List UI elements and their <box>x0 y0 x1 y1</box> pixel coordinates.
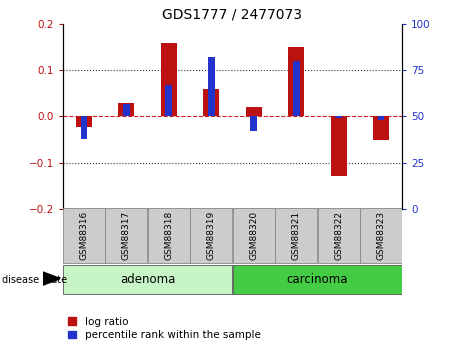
Text: carcinoma: carcinoma <box>286 273 348 286</box>
Bar <box>232 208 275 263</box>
Text: adenoma: adenoma <box>120 273 175 286</box>
Text: GSM88318: GSM88318 <box>164 211 173 260</box>
Bar <box>80 117 87 139</box>
Bar <box>246 107 262 117</box>
Bar <box>76 117 92 127</box>
Bar <box>250 117 257 131</box>
Bar <box>106 208 147 263</box>
Bar <box>378 117 385 120</box>
Text: GSM88322: GSM88322 <box>334 211 343 260</box>
Text: GSM88316: GSM88316 <box>80 211 88 260</box>
Bar <box>331 117 346 176</box>
Bar <box>161 42 177 117</box>
Bar <box>232 265 402 294</box>
Bar <box>275 208 317 263</box>
Bar <box>288 47 304 117</box>
Text: GSM88323: GSM88323 <box>377 211 385 260</box>
Bar <box>123 104 130 117</box>
Bar <box>63 208 105 263</box>
Bar <box>166 85 172 117</box>
Legend: log ratio, percentile rank within the sample: log ratio, percentile rank within the sa… <box>68 317 260 340</box>
Bar <box>335 117 342 118</box>
Text: GSM88321: GSM88321 <box>292 211 301 260</box>
Bar <box>318 208 359 263</box>
Text: GSM88320: GSM88320 <box>249 211 258 260</box>
Bar <box>360 208 402 263</box>
Text: GSM88317: GSM88317 <box>122 211 131 260</box>
Bar <box>190 208 232 263</box>
Bar <box>293 61 299 117</box>
Text: GSM88319: GSM88319 <box>207 211 216 260</box>
Bar <box>373 117 389 139</box>
Bar <box>63 265 232 294</box>
Text: disease state: disease state <box>2 275 67 285</box>
Title: GDS1777 / 2477073: GDS1777 / 2477073 <box>162 8 303 22</box>
Bar <box>119 102 134 117</box>
Bar <box>208 57 215 117</box>
Bar <box>148 208 190 263</box>
Bar <box>203 89 219 117</box>
Polygon shape <box>43 272 60 285</box>
